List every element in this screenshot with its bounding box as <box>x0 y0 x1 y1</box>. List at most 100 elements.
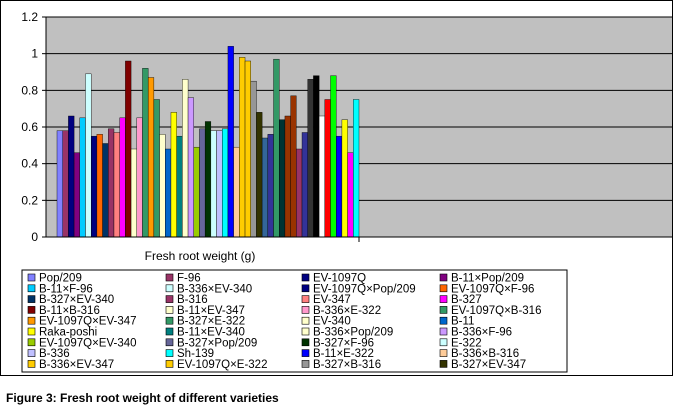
legend-label: B-336×Pop/209 <box>313 327 393 339</box>
legend-swatch <box>27 273 36 282</box>
bar <box>119 117 126 238</box>
legend-swatch <box>301 349 310 357</box>
bar <box>165 148 172 238</box>
y-tick-label: 0.2 <box>21 193 38 207</box>
bar <box>353 99 360 238</box>
legend-swatch <box>439 284 448 293</box>
legend-swatch <box>439 360 448 368</box>
legend-label: B-11×EV-340 <box>177 327 245 339</box>
legend-label: B-11×E-322 <box>313 348 374 360</box>
bar <box>125 60 132 238</box>
legend-label: B-316 <box>177 294 208 306</box>
legend-swatch <box>165 306 174 314</box>
y-axis-ticks: 0 0.2 0.4 0.6 0.8 1 1.2 <box>21 10 46 244</box>
bars <box>56 46 360 242</box>
bar <box>296 148 303 238</box>
legend-swatch <box>439 327 448 336</box>
legend-swatch <box>301 327 310 336</box>
bar <box>204 121 212 238</box>
bar <box>96 134 103 238</box>
bar <box>273 58 280 238</box>
legend-items: Pop/209 F-96 EV-1097Q B-11×Pop/209 B-11×F-96… <box>27 273 541 371</box>
legend-swatch <box>439 338 448 347</box>
bar <box>216 130 223 238</box>
legend-label: B-11×EV-347 <box>177 305 245 317</box>
bar <box>136 117 143 238</box>
x-axis-label: Fresh root weight (g) <box>145 249 256 263</box>
legend-swatch <box>301 360 310 368</box>
bar <box>284 115 291 238</box>
legend-swatch <box>27 349 36 357</box>
bar <box>170 112 177 238</box>
legend <box>21 269 568 373</box>
legend-label: B-327×F-96 <box>313 337 374 349</box>
bar <box>142 68 149 238</box>
bar <box>347 152 354 238</box>
legend-swatch <box>27 360 36 368</box>
legend-label: E-322 <box>451 337 482 349</box>
legend-label: B-11 <box>451 316 474 328</box>
legend-swatch <box>165 360 174 368</box>
bar <box>102 143 109 238</box>
bar <box>90 135 98 238</box>
y-tick-label: 0.6 <box>21 120 38 134</box>
legend-label: Sh-139 <box>177 348 214 360</box>
legend-swatch <box>301 273 310 282</box>
legend-label: EV-347 <box>313 294 351 306</box>
bar <box>159 134 166 238</box>
y-tick-label: 1 <box>31 47 38 61</box>
legend-label: B-11×Pop/209 <box>451 273 524 285</box>
legend-label: EV-1097Q×Pop/209 <box>313 283 416 295</box>
legend-swatch <box>165 349 174 357</box>
bar <box>341 119 348 238</box>
bar <box>250 80 257 238</box>
bar <box>210 130 217 238</box>
y-tick-label: 1.2 <box>21 10 38 24</box>
bar <box>267 134 274 238</box>
bar <box>313 75 320 238</box>
legend-swatch <box>439 273 448 282</box>
legend-label: B-336×EV-340 <box>177 283 252 295</box>
legend-swatch <box>165 316 174 325</box>
legend-label: EV-1097Q×E-322 <box>177 359 267 371</box>
bar <box>193 146 200 238</box>
legend-swatch <box>165 273 174 282</box>
legend-label: EV-1097Q×F-96 <box>451 283 534 295</box>
legend-label: F-96 <box>177 273 201 285</box>
legend-label: B-336×EV-347 <box>39 359 114 371</box>
bar <box>222 128 229 238</box>
bar <box>182 79 189 238</box>
legend-swatch <box>165 284 174 293</box>
legend-label: B-327×EV-340 <box>39 294 114 306</box>
bar <box>233 146 240 238</box>
bar <box>330 75 337 238</box>
legend-label: B-327×B-316 <box>313 359 381 371</box>
bar <box>187 97 194 238</box>
legend-swatch <box>27 338 36 347</box>
legend-label: B-327×Pop/209 <box>177 337 257 349</box>
legend-label: EV-340 <box>313 316 351 328</box>
legend-swatch <box>27 284 36 293</box>
bar <box>62 130 69 238</box>
legend-swatch <box>165 338 174 347</box>
y-tick-label: 0.8 <box>21 83 38 97</box>
legend-label: Raka-poshi <box>39 327 97 339</box>
legend-label: EV-1097Q×B-316 <box>451 305 541 317</box>
bar <box>130 148 137 238</box>
bar <box>301 132 308 238</box>
legend-label: B-327 <box>451 294 482 306</box>
bar <box>279 119 286 238</box>
bar <box>68 115 75 238</box>
bar <box>239 57 246 238</box>
legend-label: EV-1097Q×EV-340 <box>39 337 137 349</box>
bar <box>290 95 297 238</box>
bar <box>244 60 251 238</box>
bar <box>108 128 115 238</box>
legend-label: B-336×E-322 <box>313 305 381 317</box>
bar <box>176 135 183 238</box>
legend-label: EV-1097Q×EV-347 <box>39 316 137 328</box>
bar <box>324 99 331 238</box>
bar <box>256 112 263 238</box>
bar <box>307 79 314 238</box>
